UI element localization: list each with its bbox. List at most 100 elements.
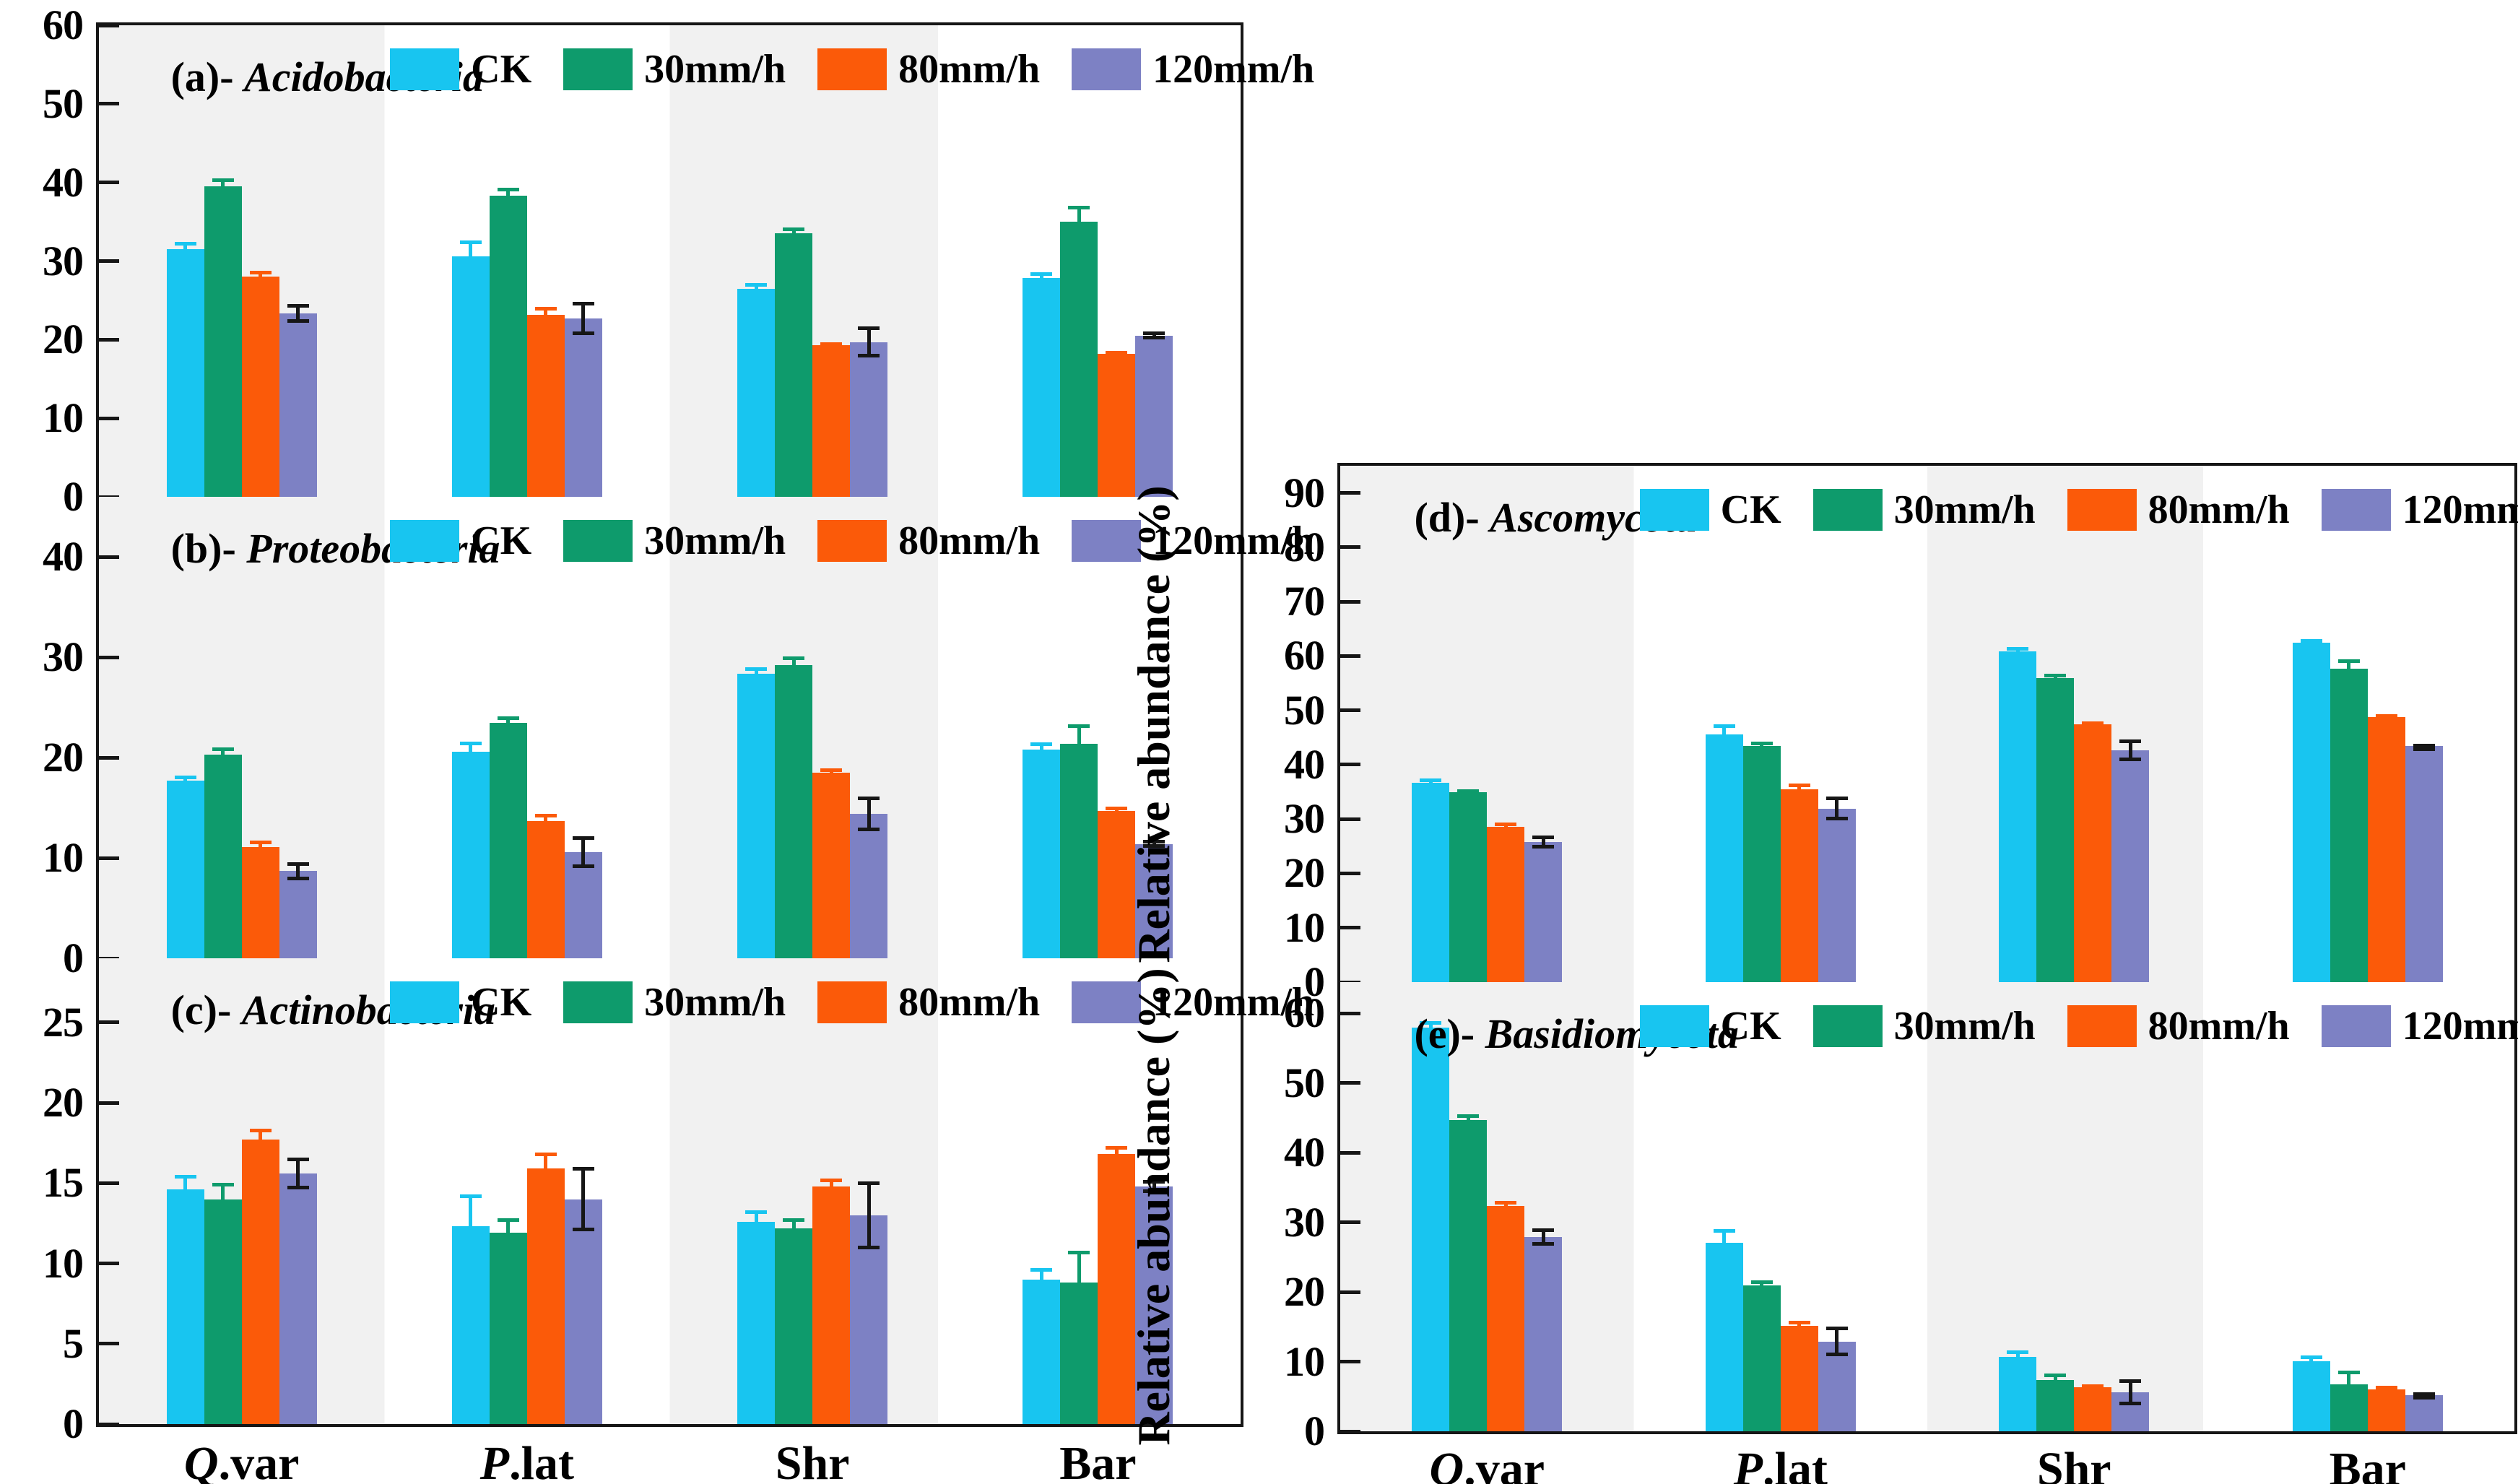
y-tick-label: 70 (1284, 578, 1325, 625)
legend-item: 30mm/h (563, 520, 817, 562)
error-bar (459, 240, 482, 272)
bar-e-s1-g2 (2036, 1379, 2075, 1431)
error-bar (858, 1181, 880, 1249)
y-tick (1340, 491, 1360, 495)
error-bar (212, 178, 234, 194)
y-tick-label: 60 (1284, 632, 1325, 680)
legend-label: CK (471, 980, 532, 1025)
bar-e-s1-g0 (1449, 1119, 1488, 1431)
error-bar-line (2053, 1376, 2057, 1383)
error-bar-line (469, 244, 473, 269)
error-bar (534, 813, 557, 828)
error-bar-line (1152, 843, 1156, 845)
error-bar-line (544, 1156, 548, 1181)
error-bar (1106, 1146, 1128, 1163)
error-bar-line (1503, 826, 1508, 827)
legend-swatch (1072, 48, 1142, 90)
y-tick (99, 1422, 119, 1426)
error-bar (287, 304, 309, 324)
y-tick-label: 30 (1284, 795, 1325, 843)
y-tick (99, 337, 119, 342)
legend-label: 80mm/h (898, 518, 1041, 563)
legend-item: 80mm/h (2067, 1005, 2322, 1047)
error-bar (1106, 807, 1128, 815)
y-tick-label: 50 (43, 79, 84, 127)
y-axis-title-e: Relative abundance (%) (1128, 968, 1179, 1446)
legend-item: CK (1639, 489, 1813, 531)
error-bar (1420, 1021, 1442, 1034)
error-bar-line (1722, 728, 1727, 741)
legend-swatch (817, 981, 887, 1023)
y-tick (1340, 1011, 1360, 1015)
bar-b-s1-g2 (775, 665, 813, 958)
error-bar-line (829, 772, 833, 773)
bar-c-s3-g1 (564, 1199, 602, 1424)
legend-e: CK 30mm/h 80mm/h 120mm/h (1639, 1005, 2518, 1047)
bar-e-s3-g1 (1818, 1341, 1856, 1431)
error-bar-line (754, 671, 758, 676)
error-bar (783, 227, 805, 240)
error-bar-line (1466, 1118, 1470, 1122)
bar-c-s3-g0 (279, 1173, 317, 1424)
legend-swatch (563, 48, 633, 90)
legend-item: 120mm/h (2321, 1005, 2518, 1047)
panel-a: 0 10 20 30 40 50 60 (a)- Acidobacteria CK 30mm/h 8… (43, 2, 1314, 520)
error-bar (572, 1167, 594, 1232)
legend-swatch (817, 520, 887, 562)
legend-swatch (390, 520, 460, 562)
error-bar (287, 1157, 309, 1190)
x-category-rest: .var (1464, 1443, 1545, 1484)
error-bar-line (791, 230, 796, 237)
error-bar-line (1797, 787, 1802, 791)
legend-swatch (563, 981, 633, 1023)
legend-label: 120mm/h (2402, 487, 2518, 532)
error-bar-line (1039, 1272, 1043, 1288)
error-bar (1825, 1327, 1848, 1356)
error-bar-line (183, 779, 188, 783)
y-tick (99, 181, 119, 185)
legend-swatch (1639, 1005, 1709, 1047)
bar-a-s2-g2 (812, 344, 851, 497)
error-bar-line (259, 1132, 263, 1147)
x-category-rest: .var (218, 1437, 300, 1484)
bar-a-s2-g0 (241, 277, 279, 497)
error-bar (2337, 1371, 2360, 1399)
error-bar-line (221, 1186, 225, 1212)
error-bar-line (1114, 810, 1119, 812)
error-bar-line (791, 659, 796, 671)
error-bar-line (259, 274, 263, 279)
bar-c-s2-g3 (1098, 1154, 1136, 1424)
error-bar (1825, 797, 1848, 821)
error-bar (1030, 742, 1053, 757)
panel-title-b: (b)- Proteobacteria (171, 527, 500, 570)
y-tick (1340, 1081, 1360, 1085)
legend-label: 80mm/h (2148, 487, 2290, 532)
error-bar (1713, 1229, 1735, 1256)
x-category-rest: .lat (1763, 1443, 1828, 1484)
bar-e-s0-g2 (1999, 1356, 2037, 1431)
error-bar (1457, 789, 1480, 797)
y-tick-label: 5 (63, 1319, 84, 1367)
y-tick-label: 30 (43, 237, 84, 285)
bar-a-s0-g2 (737, 288, 776, 497)
bar-d-s2-g2 (2074, 724, 2112, 982)
plot-area-d: 0 10 20 30 40 50 60 70 80 90 (1284, 466, 2514, 1005)
y-tick-label: 10 (43, 834, 84, 882)
error-bar-line (506, 1222, 511, 1244)
bar-b-s2-g3 (1098, 810, 1136, 958)
legend-label: 30mm/h (1893, 487, 2036, 532)
legend-swatch (1639, 489, 1709, 531)
x-category-label-right-3: Bar (2329, 1443, 2406, 1484)
bar-c-s0-g1 (451, 1226, 490, 1424)
error-bar-line (1797, 1324, 1802, 1329)
error-bar (745, 667, 768, 680)
bar-b-s0-g2 (737, 673, 776, 958)
bar-c-s3-g2 (850, 1215, 888, 1424)
y-tick-label: 40 (1284, 1129, 1325, 1176)
error-bar-line (581, 839, 586, 864)
error-bar (2044, 1373, 2067, 1387)
bar-a-s3-g1 (564, 318, 602, 497)
x-category-label-right-1: P.lat (1734, 1444, 1828, 1484)
error-bar (2300, 639, 2322, 647)
error-bar (572, 836, 594, 868)
